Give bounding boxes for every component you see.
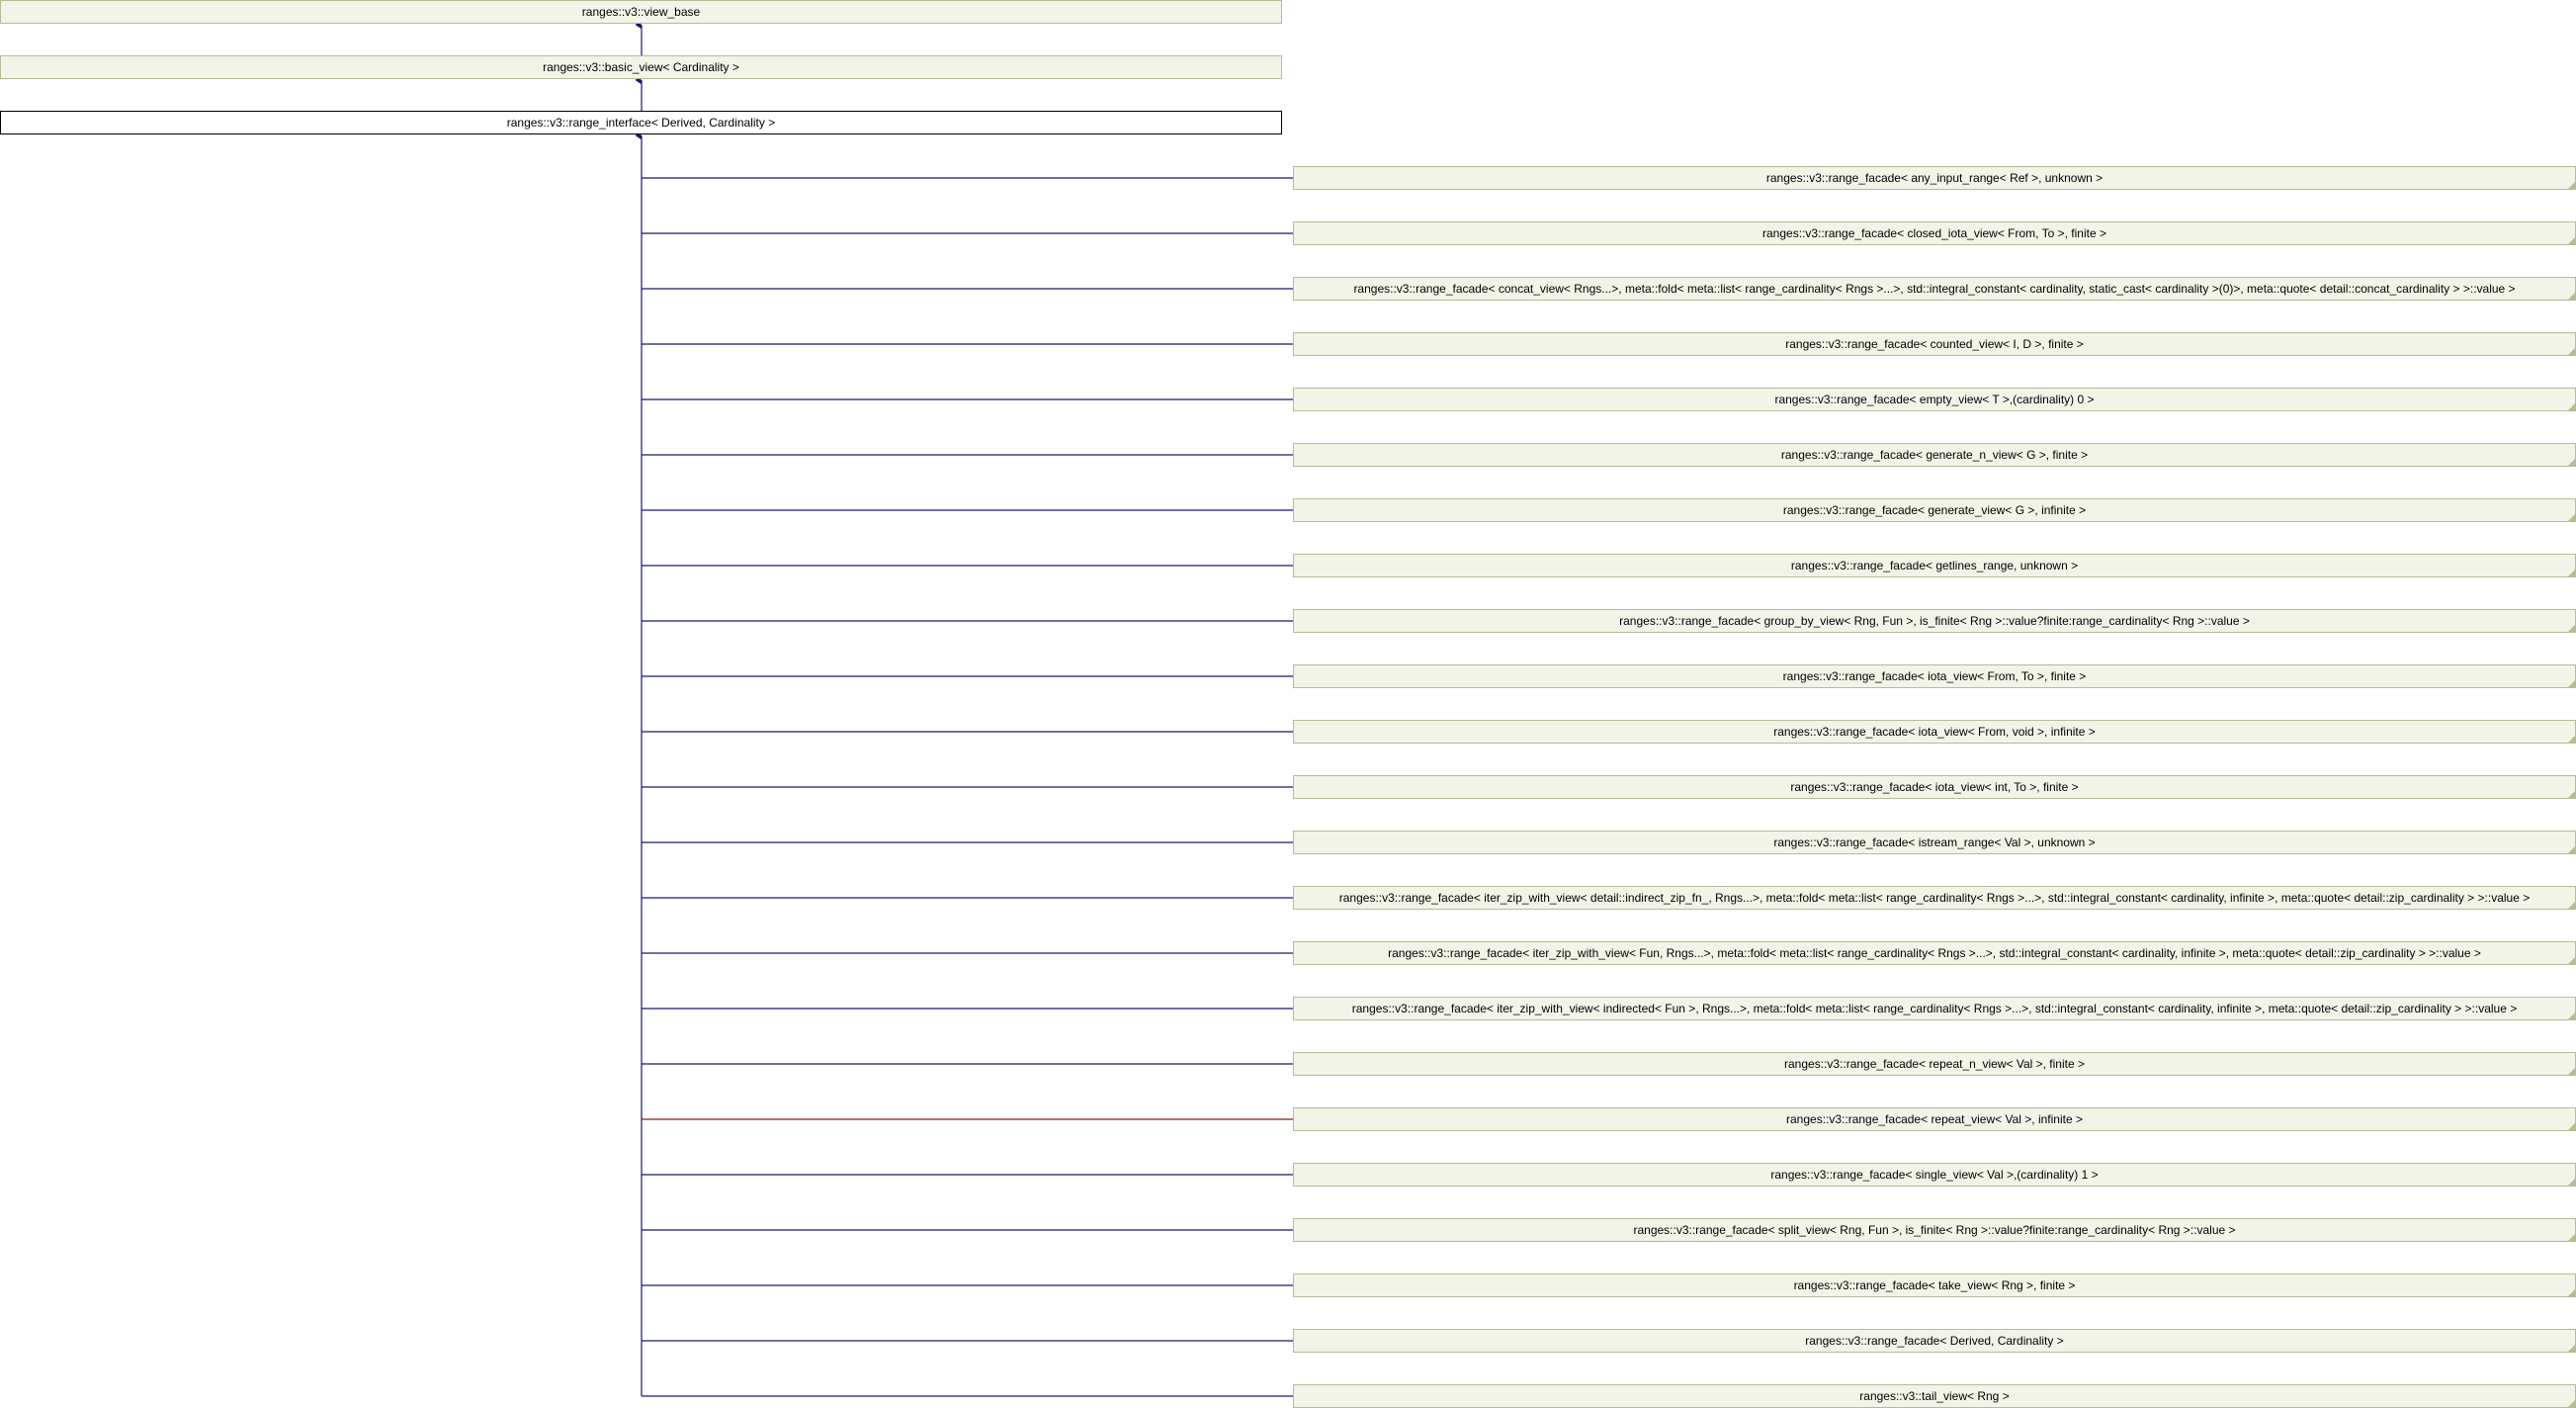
derived-class-node-6[interactable]: ranges::v3::range_facade< generate_n_vie… xyxy=(1293,443,2576,467)
derived-class-node-3[interactable]: ranges::v3::range_facade< concat_view< R… xyxy=(1293,277,2576,301)
inheritance-edges xyxy=(635,21,1293,1397)
derived-class-node-10[interactable]: ranges::v3::range_facade< iota_view< Fro… xyxy=(1293,664,2576,688)
derived-class-node-11[interactable]: ranges::v3::range_facade< iota_view< Fro… xyxy=(1293,720,2576,744)
derived-class-node-5[interactable]: ranges::v3::range_facade< empty_view< T … xyxy=(1293,388,2576,411)
derived-class-node-17[interactable]: ranges::v3::range_facade< repeat_n_view<… xyxy=(1293,1052,2576,1076)
derived-class-node-19[interactable]: ranges::v3::range_facade< single_view< V… xyxy=(1293,1163,2576,1187)
derived-class-node-2[interactable]: ranges::v3::range_facade< closed_iota_vi… xyxy=(1293,221,2576,245)
derived-class-node-1[interactable]: ranges::v3::range_facade< any_input_rang… xyxy=(1293,166,2576,190)
derived-class-node-20[interactable]: ranges::v3::range_facade< split_view< Rn… xyxy=(1293,1218,2576,1242)
derived-class-node-14[interactable]: ranges::v3::range_facade< iter_zip_with_… xyxy=(1293,886,2576,910)
derived-class-node-12[interactable]: ranges::v3::range_facade< iota_view< int… xyxy=(1293,775,2576,799)
derived-class-node-23[interactable]: ranges::v3::tail_view< Rng > xyxy=(1293,1384,2576,1408)
derived-class-node-18[interactable]: ranges::v3::range_facade< repeat_view< V… xyxy=(1293,1107,2576,1131)
class-node-range-interface: ranges::v3::range_interface< Derived, Ca… xyxy=(0,111,1282,134)
derived-class-node-4[interactable]: ranges::v3::range_facade< counted_view< … xyxy=(1293,332,2576,356)
derived-class-node-22[interactable]: ranges::v3::range_facade< Derived, Cardi… xyxy=(1293,1329,2576,1353)
derived-class-node-8[interactable]: ranges::v3::range_facade< getlines_range… xyxy=(1293,554,2576,577)
derived-class-node-15[interactable]: ranges::v3::range_facade< iter_zip_with_… xyxy=(1293,941,2576,965)
derived-class-node-7[interactable]: ranges::v3::range_facade< generate_view<… xyxy=(1293,498,2576,522)
derived-class-node-9[interactable]: ranges::v3::range_facade< group_by_view<… xyxy=(1293,609,2576,633)
class-node-basic-view[interactable]: ranges::v3::basic_view< Cardinality > xyxy=(0,55,1282,79)
derived-class-node-16[interactable]: ranges::v3::range_facade< iter_zip_with_… xyxy=(1293,997,2576,1020)
derived-class-node-13[interactable]: ranges::v3::range_facade< istream_range<… xyxy=(1293,831,2576,854)
derived-class-node-21[interactable]: ranges::v3::range_facade< take_view< Rng… xyxy=(1293,1274,2576,1297)
class-node-view-base[interactable]: ranges::v3::view_base xyxy=(0,0,1282,24)
